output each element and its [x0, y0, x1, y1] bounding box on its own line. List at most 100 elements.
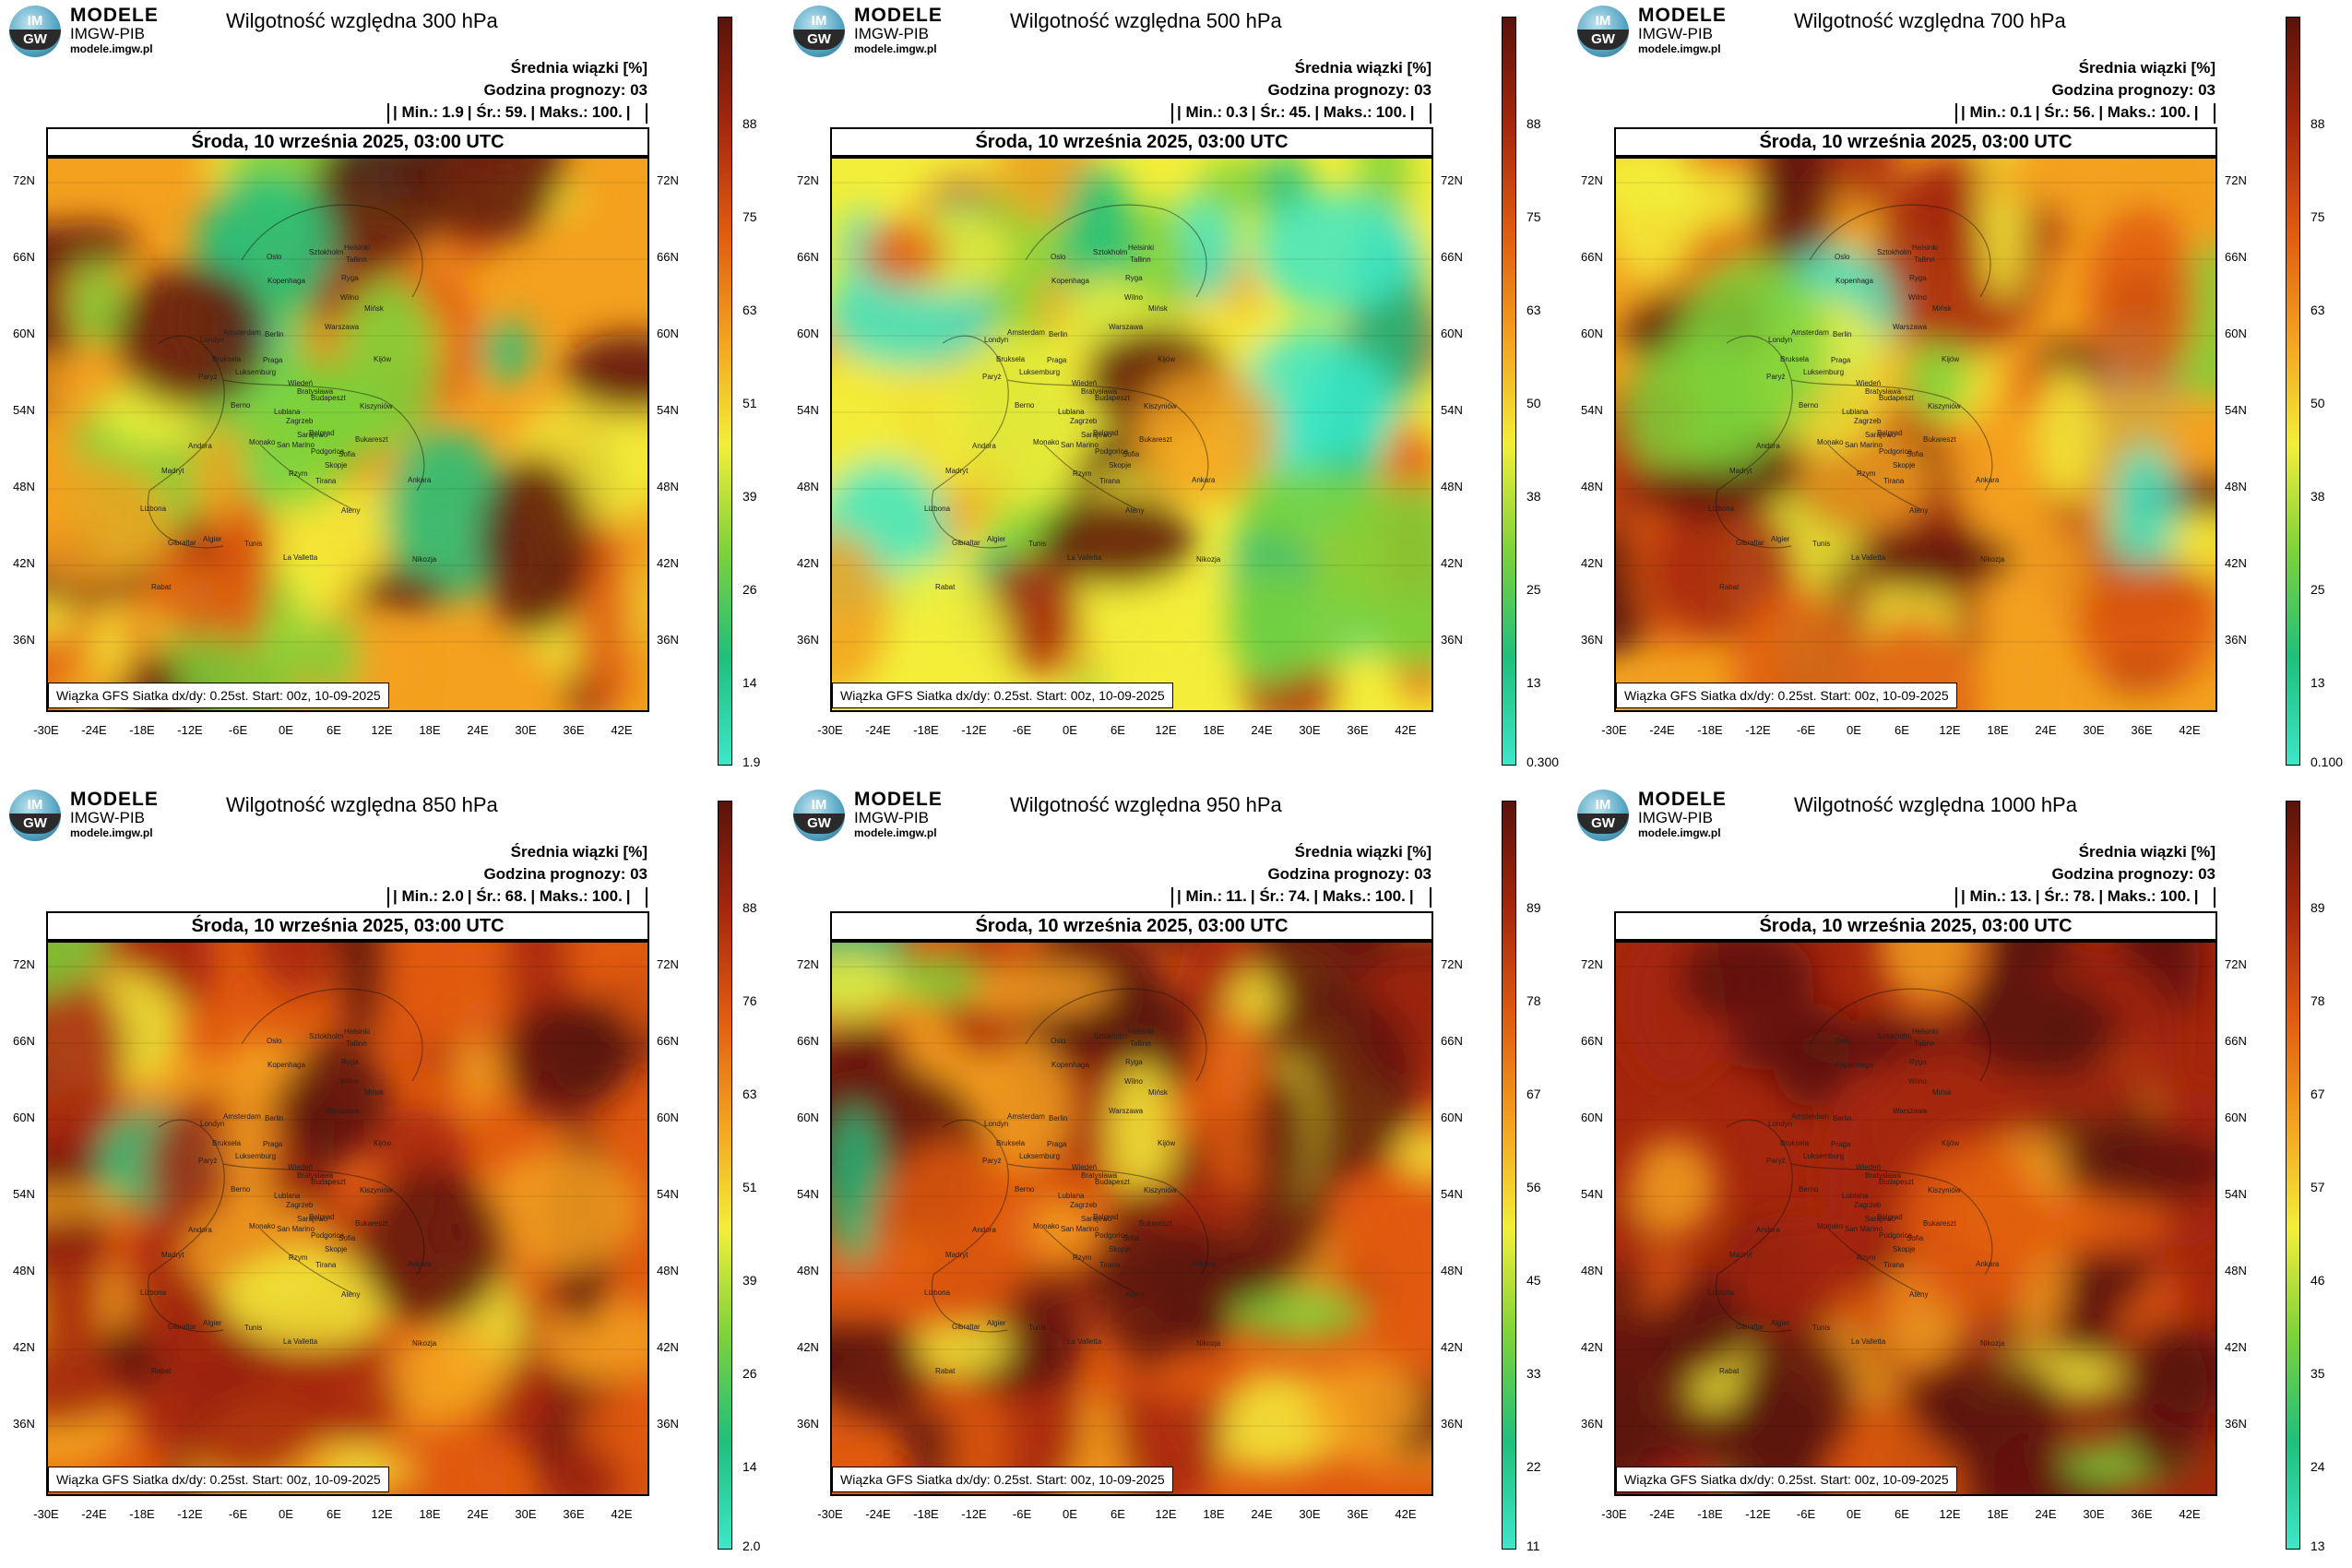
logo-line-institute: IMGW-PIB [70, 809, 145, 826]
colorbar [2286, 801, 2300, 1550]
humidity-blob [48, 1222, 102, 1396]
humidity-blob [1630, 1138, 1716, 1236]
forecast-hour-label: Godzina prognozy: 03 [1267, 81, 1431, 99]
stats-end: | [625, 103, 631, 121]
latitude-label: 60N [1441, 1111, 1463, 1124]
humidity-blob [871, 1141, 1035, 1329]
badge-text-top: IM [811, 797, 827, 813]
latitude-label: 36N [1441, 633, 1463, 647]
colorbar-tick-label: 78 [1526, 993, 1541, 1008]
avg-value: 59. [505, 103, 528, 121]
humidity-blob [353, 570, 449, 611]
latitude-label: 72N [13, 173, 35, 187]
city-label: Skopje [1893, 1245, 1916, 1253]
humidity-blob [1853, 529, 2015, 591]
city-label: Nikozja [412, 1339, 437, 1348]
city-label: Kiszyniów [360, 1186, 393, 1194]
badge-text-bottom: GW [793, 814, 845, 834]
humidity-blob [1730, 1216, 1859, 1336]
max-label: | Maks.: [1314, 103, 1372, 121]
city-label: Sztokholm [1093, 1032, 1128, 1040]
latitude-label: 54N [657, 403, 679, 417]
map-area: Oslo Sztokholm Helsinki Tallinn Ryga Wilno Kop… [46, 941, 649, 1496]
longitude-label: -24E [865, 1507, 891, 1521]
city-label: Oslo [267, 253, 282, 261]
map-area: Oslo Sztokholm Helsinki Tallinn Ryga Wilno Kop… [830, 941, 1433, 1496]
city-label: Ankara [408, 476, 432, 484]
colorbar-tick-label: 24 [2310, 1459, 2325, 1474]
latitude-label: 54N [2225, 1187, 2247, 1201]
colorbar [2286, 17, 2300, 766]
humidity-blob [1647, 1311, 1741, 1375]
city-label: Ankara [1192, 476, 1216, 484]
logo-line-institute: IMGW-PIB [854, 25, 929, 42]
city-label: Warszawa [1893, 1107, 1928, 1115]
city-label: Ryga [1909, 274, 1927, 282]
logo-text: MODELE IMGW-PIB modele.imgw.pl [70, 789, 159, 840]
city-label: Nikozja [412, 555, 437, 564]
city-label: Kopenhaga [267, 1061, 305, 1069]
city-label: Kiszyniów [360, 402, 393, 410]
colorbar-tick-label: 11 [1526, 1538, 1540, 1553]
longitude-label: 36E [2131, 723, 2153, 737]
city-label: Podgorica [311, 447, 345, 456]
latitude-label: 72N [13, 957, 35, 971]
badge-text-top: IM [1595, 797, 1611, 813]
city-label: Skopje [325, 1245, 348, 1253]
humidity-blob [1947, 403, 2063, 534]
city-label: Budapeszt [1095, 394, 1130, 402]
latitude-label: 72N [1581, 173, 1603, 187]
city-label: Rabat [935, 1367, 956, 1375]
avg-label: | Śr.: [2035, 103, 2070, 121]
latitude-label: 48N [657, 1264, 679, 1277]
city-label: Tirana [1099, 1261, 1121, 1269]
coastline [931, 988, 1209, 1333]
statistics-bar: | Min.: 1.9 | Śr.: 59. | Maks.: 100. | [387, 103, 647, 124]
colorbar [718, 801, 732, 1550]
city-label: Nikozja [1980, 555, 2005, 564]
city-label: Kopenhaga [1051, 1061, 1089, 1069]
city-label: Sofia [1123, 1234, 1140, 1242]
longitude-label: 0E [1063, 1507, 1077, 1521]
min-value: 0.3 [1226, 103, 1248, 121]
humidity-field-map [1616, 943, 2215, 1494]
humidity-blob [2168, 511, 2215, 574]
humidity-blob [2074, 562, 2215, 689]
humidity-blob [1224, 565, 1320, 685]
city-label: Mińsk [1148, 304, 1168, 313]
humidity-blob [1963, 981, 2120, 1079]
humidity-blob [358, 1168, 507, 1326]
longitude-label: -12E [1745, 1507, 1771, 1521]
map-area: Oslo Sztokholm Helsinki Tallinn Ryga Wilno Kop… [46, 157, 649, 712]
colorbar-tick-label: 88 [1526, 116, 1541, 131]
city-label: Podgorica [311, 1231, 345, 1240]
city-label: Monako [1817, 1222, 1844, 1230]
logo-line-url: modele.imgw.pl [70, 42, 153, 55]
latitude-label: 48N [13, 1264, 35, 1277]
longitude-label: 36E [1347, 1507, 1369, 1521]
city-label: Nikozja [1196, 555, 1221, 564]
humidity-blob [479, 456, 591, 636]
city-label: Sarajewo [297, 1215, 328, 1223]
map-area: Oslo Sztokholm Helsinki Tallinn Ryga Wilno Kop… [1614, 157, 2217, 712]
humidity-blob [1779, 523, 1862, 571]
city-label: La Valletta [1851, 553, 1886, 562]
humidity-blob [222, 1253, 394, 1347]
imgw-logo: IM GW MODELE IMGW-PIB modele.imgw.pl [793, 6, 959, 57]
badge-text-top: IM [27, 13, 43, 29]
latitude-label: 42N [2225, 556, 2247, 570]
logo-line-url: modele.imgw.pl [1638, 42, 1721, 55]
imgw-badge-icon: IM GW [9, 6, 61, 57]
city-label: Lublana [1058, 1192, 1085, 1200]
logo-text: MODELE IMGW-PIB modele.imgw.pl [1638, 790, 1727, 840]
latitude-label: 48N [2225, 1264, 2247, 1277]
latitude-label: 66N [797, 250, 819, 264]
avg-label: | Śr.: [467, 887, 502, 905]
longitude-label: -30E [1601, 1507, 1627, 1521]
humidity-blob [48, 943, 107, 995]
humidity-blob [1905, 340, 1969, 422]
city-label: Sarajewo [1865, 1215, 1896, 1223]
logo-line-modele: MODELE [70, 789, 159, 810]
colorbar-tick-label: 51 [742, 1180, 757, 1194]
city-label: Belgrad [309, 429, 335, 437]
